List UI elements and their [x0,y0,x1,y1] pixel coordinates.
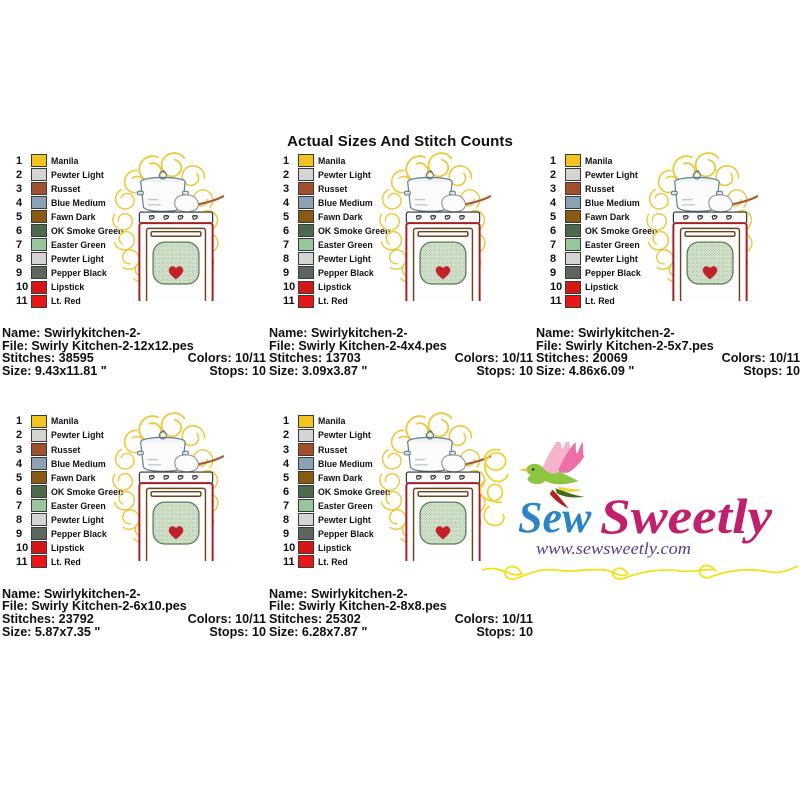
svg-text:Sweetly: Sweetly [600,488,773,544]
svg-text:Sew: Sew [518,493,592,542]
svg-text:www.sewsweetly.com: www.sewsweetly.com [536,539,691,558]
